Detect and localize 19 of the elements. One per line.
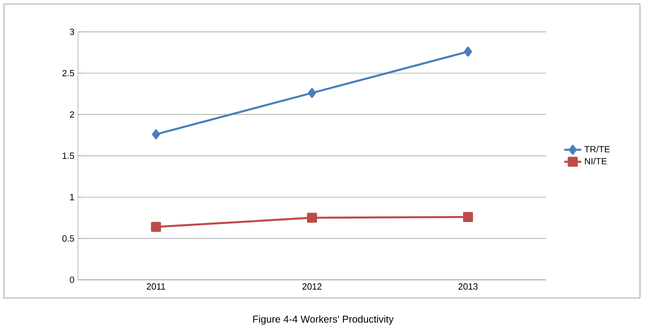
legend-label: TR/TE — [584, 146, 610, 152]
caption: Figure 4-4 Workers' Productivity — [253, 315, 394, 325]
x-tick-label: 2012 — [302, 283, 322, 290]
y-tick-label: 0.5 — [62, 235, 74, 242]
x-tick-label: 2011 — [146, 283, 166, 290]
x-tick-label: 2013 — [458, 283, 478, 290]
y-tick-label: 1.5 — [62, 152, 74, 159]
point — [463, 212, 474, 222]
legend-label: NI/TE — [584, 158, 607, 164]
y-tick-label: 0 — [70, 276, 74, 283]
point — [307, 212, 318, 223]
y-tick-label: 3 — [70, 28, 74, 35]
point — [151, 222, 162, 232]
y-tick-label: 2.5 — [62, 70, 74, 76]
point — [464, 46, 472, 57]
point — [308, 88, 316, 98]
y-tick-label: 2 — [70, 111, 74, 118]
point — [152, 129, 160, 140]
y-tick-label: 1 — [70, 194, 74, 200]
